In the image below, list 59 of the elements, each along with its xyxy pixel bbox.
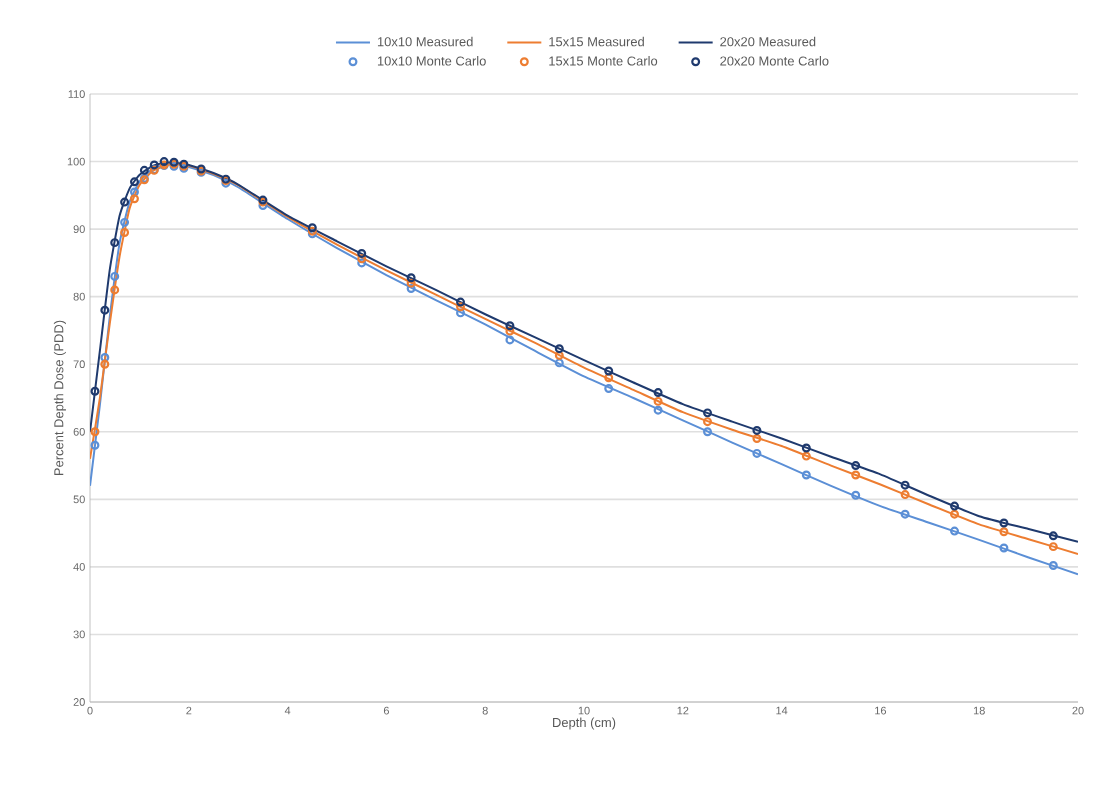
point [100, 305, 110, 315]
point [1048, 531, 1058, 541]
point [505, 321, 515, 331]
point [129, 177, 139, 187]
point [456, 302, 465, 312]
point [110, 271, 120, 281]
point [505, 326, 515, 336]
point [1048, 542, 1058, 552]
point [653, 396, 663, 406]
point [139, 165, 149, 175]
point [554, 344, 564, 354]
point [851, 490, 861, 500]
point [129, 187, 139, 197]
point [703, 427, 712, 437]
point [900, 490, 910, 500]
point [149, 160, 159, 170]
point [90, 440, 100, 450]
point [90, 386, 100, 396]
point [406, 278, 416, 288]
point [129, 194, 139, 204]
point [406, 273, 416, 283]
point [653, 388, 663, 398]
point [703, 408, 712, 418]
point [90, 427, 100, 437]
point [604, 366, 614, 376]
point [604, 373, 614, 383]
point [801, 443, 811, 453]
point [801, 470, 811, 480]
point [950, 526, 959, 536]
point [851, 461, 861, 471]
point [505, 335, 515, 345]
point [120, 217, 130, 227]
point [999, 518, 1009, 528]
point [110, 285, 120, 295]
point [900, 509, 910, 519]
point [703, 417, 712, 427]
point [900, 480, 910, 490]
point [752, 425, 762, 435]
point [456, 308, 465, 318]
point [120, 197, 130, 207]
point [100, 352, 110, 362]
point [604, 384, 614, 394]
point [1048, 561, 1058, 571]
point [100, 359, 110, 369]
point [851, 470, 861, 480]
point [801, 451, 811, 461]
point [752, 448, 762, 458]
point [110, 238, 120, 248]
point [999, 527, 1009, 537]
point [752, 434, 762, 444]
point [653, 405, 663, 415]
point [406, 284, 416, 294]
point [120, 228, 130, 237]
point [456, 297, 465, 307]
point [950, 509, 959, 519]
point [999, 543, 1009, 553]
point [357, 248, 367, 258]
point [554, 358, 564, 368]
point [950, 501, 959, 511]
